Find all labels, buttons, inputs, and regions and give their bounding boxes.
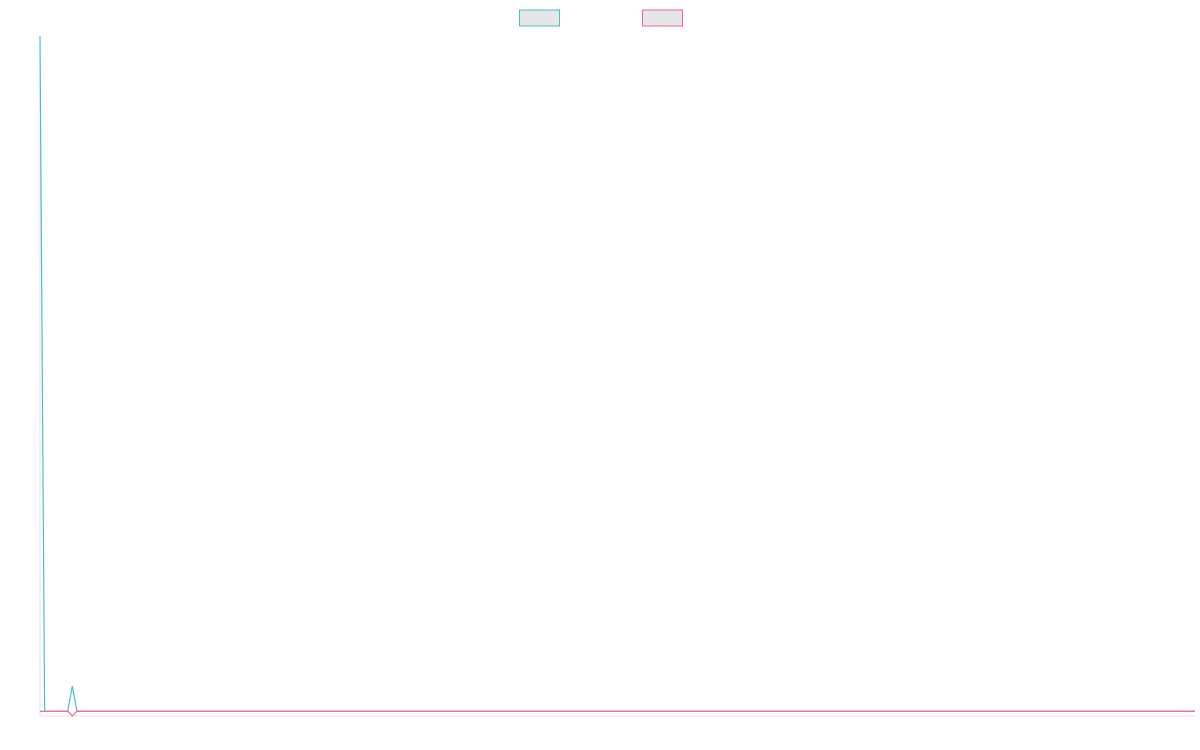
plot-area (39, 35, 1195, 717)
series-line (40, 710, 1195, 717)
legend-swatch[interactable] (519, 9, 560, 27)
legend (519, 9, 683, 27)
series-line (39, 35, 1195, 712)
legend-swatch[interactable] (642, 9, 683, 27)
